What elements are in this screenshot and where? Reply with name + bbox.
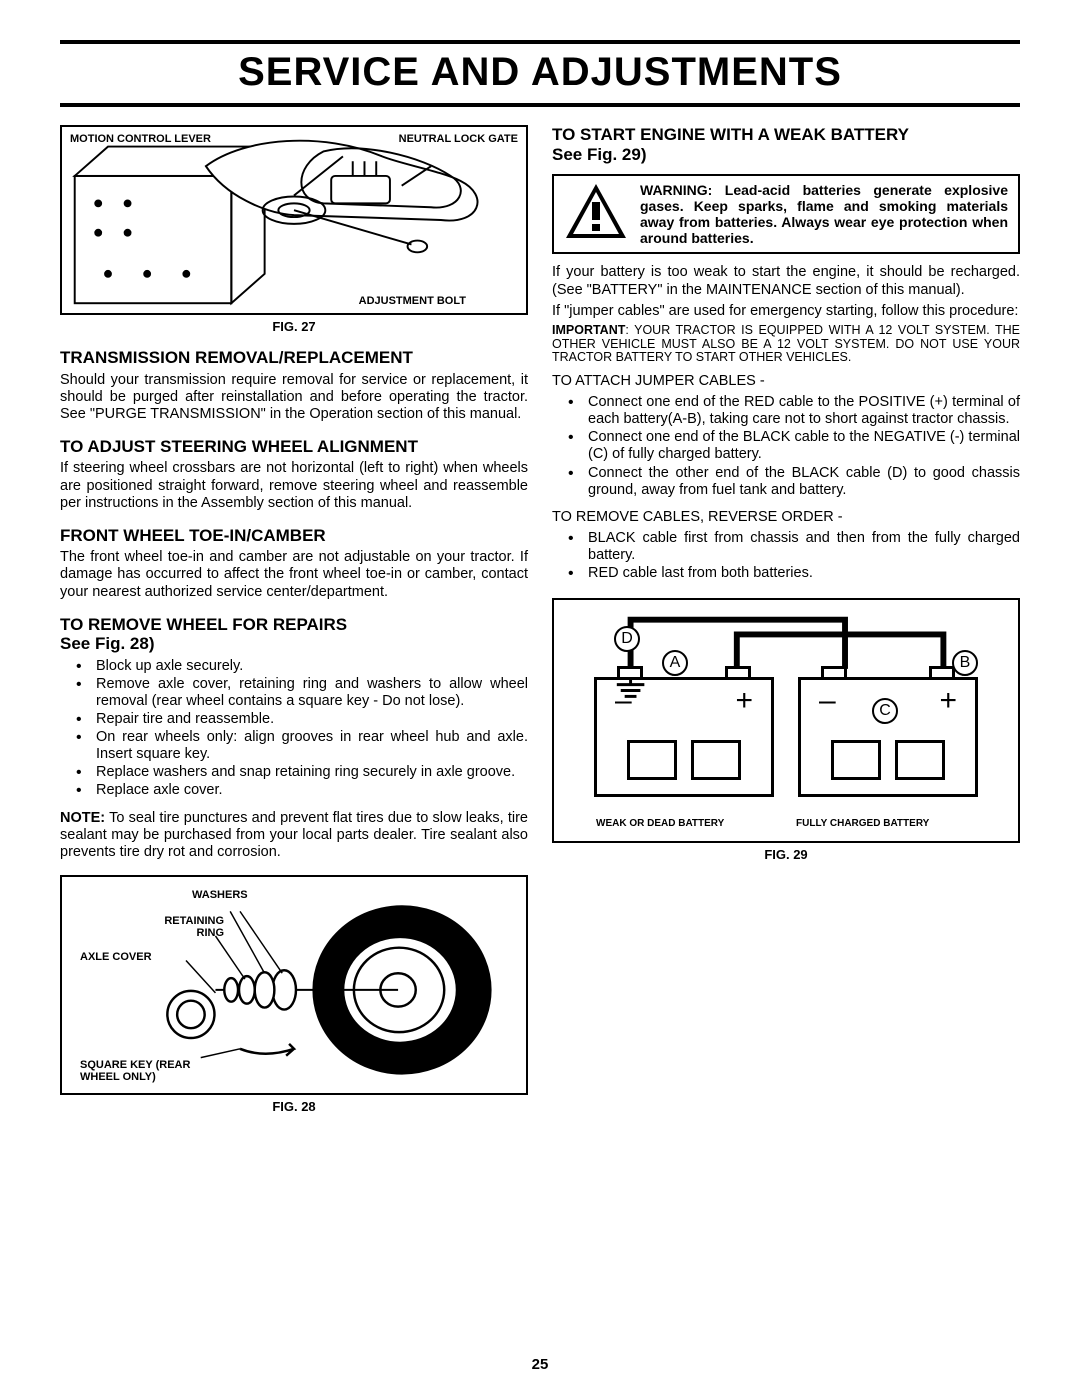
note-tire-sealant: NOTE: To seal tire punctures and prevent… bbox=[60, 810, 528, 861]
right-column: TO START ENGINE WITH A WEAK BATTERY See … bbox=[552, 125, 1020, 1128]
list-item: Repair tire and reassemble. bbox=[60, 711, 528, 728]
para-steering: If steering wheel crossbars are not hori… bbox=[60, 460, 528, 511]
para-jumper: If "jumper cables" are used for emergenc… bbox=[552, 303, 1020, 320]
fig28-label-axle: AXLE COVER bbox=[80, 951, 152, 963]
list-item: Replace axle cover. bbox=[60, 782, 528, 799]
minus-label: – bbox=[615, 686, 632, 716]
plus-label: + bbox=[735, 686, 753, 716]
heading-battery: TO START ENGINE WITH A WEAK BATTERY bbox=[552, 125, 1020, 145]
left-column: MOTION CONTROL LEVER NEUTRAL LOCK GATE A… bbox=[60, 125, 528, 1128]
fig27-label-motion: MOTION CONTROL LEVER bbox=[70, 133, 211, 145]
fig-28-diagram: WASHERS RETAINING RING AXLE COVER SQUARE… bbox=[60, 875, 528, 1095]
fig28-label-retaining: RETAINING RING bbox=[154, 915, 224, 939]
minus-label: – bbox=[819, 686, 836, 716]
list-item: RED cable last from both batteries. bbox=[552, 565, 1020, 582]
list-item: Block up axle securely. bbox=[60, 658, 528, 675]
attach-heading: TO ATTACH JUMPER CABLES - bbox=[552, 373, 1020, 390]
para-toein: The front wheel toe-in and camber are no… bbox=[60, 549, 528, 600]
heading-battery-sub: See Fig. 29) bbox=[552, 145, 1020, 165]
fig28-label-square: SQUARE KEY (REAR WHEEL ONLY) bbox=[80, 1059, 210, 1083]
weak-battery: – + bbox=[594, 677, 774, 797]
remove-heading: TO REMOVE CABLES, REVERSE ORDER - bbox=[552, 509, 1020, 526]
warning-text: WARNING: Lead-acid batteries generate ex… bbox=[640, 182, 1008, 246]
fig-27-diagram: MOTION CONTROL LEVER NEUTRAL LOCK GATE A… bbox=[60, 125, 528, 315]
wheel-steps-list: Block up axle securely. Remove axle cove… bbox=[60, 658, 528, 800]
fig-27-caption: FIG. 27 bbox=[60, 319, 528, 334]
warning-box: WARNING: Lead-acid batteries generate ex… bbox=[552, 174, 1020, 254]
heading-steering: TO ADJUST STEERING WHEEL ALIGNMENT bbox=[60, 437, 528, 457]
full-caption: FULLY CHARGED BATTERY bbox=[796, 818, 929, 829]
fig-29-caption: FIG. 29 bbox=[552, 847, 1020, 862]
page-title: SERVICE AND ADJUSTMENTS bbox=[60, 40, 1020, 107]
para-transmission: Should your transmission require removal… bbox=[60, 372, 528, 423]
heading-transmission: TRANSMISSION REMOVAL/REPLACEMENT bbox=[60, 348, 528, 368]
heading-wheel-sub: See Fig. 28) bbox=[60, 634, 528, 654]
list-item: Connect one end of the BLACK cable to th… bbox=[552, 429, 1020, 463]
remove-list: BLACK cable first from chassis and then … bbox=[552, 530, 1020, 582]
heading-wheel: TO REMOVE WHEEL FOR REPAIRS bbox=[60, 615, 528, 635]
fig-28-caption: FIG. 28 bbox=[60, 1099, 528, 1114]
list-item: Replace washers and snap retaining ring … bbox=[60, 764, 528, 781]
list-item: On rear wheels only: align grooves in re… bbox=[60, 729, 528, 763]
list-item: BLACK cable first from chassis and then … bbox=[552, 530, 1020, 564]
attach-list: Connect one end of the RED cable to the … bbox=[552, 394, 1020, 499]
heading-toein: FRONT WHEEL TOE-IN/CAMBER bbox=[60, 526, 528, 546]
plus-label: + bbox=[939, 686, 957, 716]
warning-icon bbox=[564, 182, 628, 240]
list-item: Remove axle cover, retaining ring and wa… bbox=[60, 676, 528, 710]
full-battery: – + bbox=[798, 677, 978, 797]
page-number: 25 bbox=[0, 1356, 1080, 1373]
fig27-label-adj: ADJUSTMENT BOLT bbox=[359, 295, 466, 307]
fig27-label-neutral: NEUTRAL LOCK GATE bbox=[399, 133, 518, 145]
weak-caption: WEAK OR DEAD BATTERY bbox=[596, 818, 724, 829]
important-note: IMPORTANT: YOUR TRACTOR IS EQUIPPED WITH… bbox=[552, 324, 1020, 365]
para-recharge: If your battery is too weak to start the… bbox=[552, 264, 1020, 298]
fig-29-diagram: – + – + D A B C WEAK OR DEAD BATTERY FUL… bbox=[552, 598, 1020, 843]
list-item: Connect one end of the RED cable to the … bbox=[552, 394, 1020, 428]
list-item: Connect the other end of the BLACK cable… bbox=[552, 465, 1020, 499]
fig28-label-washers: WASHERS bbox=[192, 889, 248, 901]
